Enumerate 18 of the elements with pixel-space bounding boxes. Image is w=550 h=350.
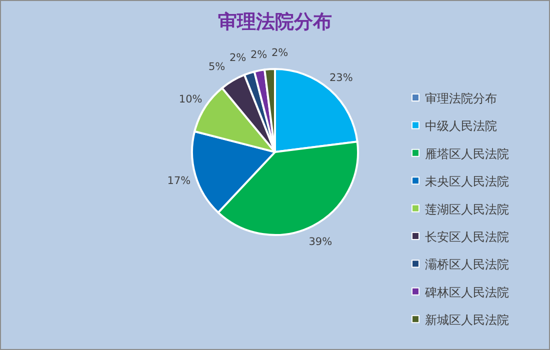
legend-label: 审理法院分布 <box>425 92 497 106</box>
legend-label: 莲湖区人民法院 <box>425 202 509 216</box>
legend-label: 灞桥区人民法院 <box>425 258 509 272</box>
data-label: 17% <box>167 174 191 187</box>
legend-label: 长安区人民法院 <box>425 230 509 244</box>
chart-title: 审理法院分布 <box>218 11 332 33</box>
data-label: 10% <box>178 93 202 106</box>
legend-label: 新城区人民法院 <box>425 313 509 328</box>
data-label: 23% <box>329 72 353 84</box>
data-label: 2% <box>229 52 246 64</box>
legend-label: 未央区人民法院 <box>425 174 509 189</box>
legend-label: 中级人民法院 <box>425 119 497 134</box>
data-label: 5% <box>208 60 226 73</box>
data-label: 2% <box>250 48 268 61</box>
legend-label: 碑林区人民法院 <box>424 285 509 300</box>
data-label: 2% <box>271 47 288 60</box>
legend-label: 雁塔区人民法院 <box>425 146 509 161</box>
data-label: 39% <box>308 236 332 248</box>
